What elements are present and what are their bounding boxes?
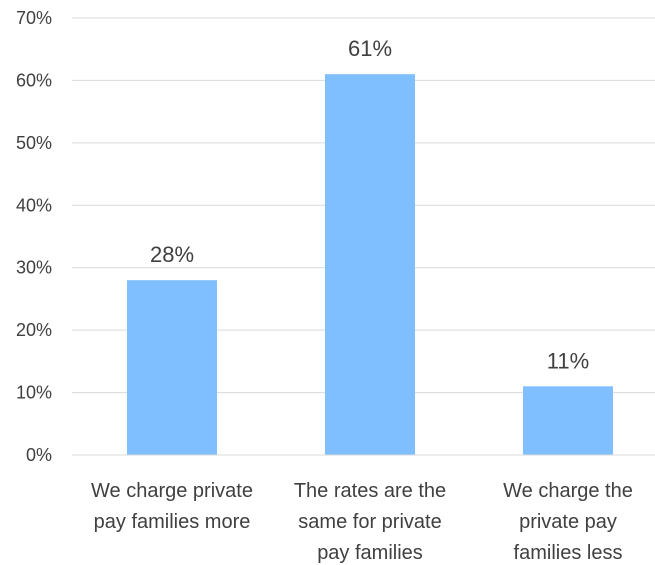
bar-1 [127, 280, 217, 455]
y-tick-label-70: 70% [16, 8, 52, 28]
category-label-2: The rates are the same for private pay fam… [294, 480, 446, 564]
y-tick-label-40: 40% [16, 195, 52, 215]
data-label-3: 11% [547, 348, 589, 373]
category-label-2-line-3: pay families [317, 542, 423, 564]
category-label-2-line-1: The rates are the [294, 480, 446, 502]
y-tick-label-50: 50% [16, 133, 52, 153]
y-tick-label-30: 30% [16, 258, 52, 278]
category-label-1-line-1: We charge private [91, 480, 253, 502]
data-label-1: 28% [150, 242, 194, 267]
y-axis-tick-labels: 0% 10% 20% 30% 40% 50% 60% 70% [16, 8, 52, 465]
category-label-1: We charge private pay families more [91, 480, 253, 533]
category-label-3-line-3: families less [514, 542, 623, 564]
category-label-3-line-2: private pay [519, 511, 617, 533]
data-label-2: 61% [348, 36, 392, 61]
category-label-2-line-2: same for private [298, 511, 441, 533]
y-tick-label-60: 60% [16, 70, 52, 90]
bar-3 [523, 386, 613, 455]
category-labels: We charge private pay families more The ra… [91, 480, 633, 564]
data-labels: 28% 61% 11% [150, 36, 589, 373]
category-label-1-line-2: pay families more [94, 511, 251, 533]
y-tick-label-0: 0% [26, 445, 52, 465]
bars [127, 74, 613, 455]
y-tick-label-20: 20% [16, 320, 52, 340]
y-tick-label-10: 10% [16, 383, 52, 403]
bar-2 [325, 74, 415, 455]
category-label-3-line-1: We charge the [503, 480, 633, 502]
category-label-3: We charge the private pay families less [503, 480, 633, 564]
